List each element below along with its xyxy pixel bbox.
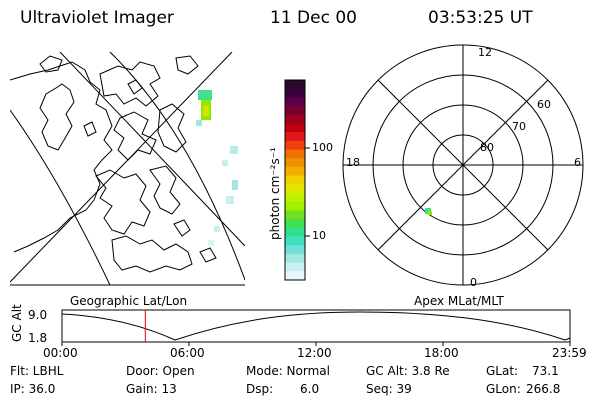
mlat-label-80: 80 [480, 141, 494, 154]
colorbar-segment [285, 114, 305, 124]
altitude-curve [61, 311, 571, 341]
orbit-x-tick-2: 12:00 [297, 346, 332, 360]
colorbar-segment [285, 123, 305, 133]
colorbar-segment [285, 245, 305, 255]
coastline [83, 121, 97, 137]
colorbar-segment [285, 97, 305, 107]
coastline [175, 55, 199, 75]
colorbar-segment [285, 219, 305, 229]
orbit-x-tick-0: 00:00 [43, 346, 78, 360]
colorbar-segment [285, 227, 305, 238]
status-dsp-value: 6.0 [300, 382, 320, 396]
mlat-label-60: 60 [537, 98, 551, 111]
status-ip: IP: 36.0 [10, 382, 56, 396]
colorbar-segment [285, 88, 305, 98]
colorbar-segment [285, 106, 305, 116]
colorbar-segment [285, 175, 305, 185]
lat-line [10, 109, 111, 285]
polar-plot-label: Apex MLat/MLT [414, 294, 504, 308]
coastline [149, 165, 181, 215]
coastline [99, 61, 161, 107]
orbit-x-tick-3: 18:00 [424, 346, 459, 360]
status-seq: Seq: 39 [366, 382, 412, 396]
colorbar-segment [285, 271, 305, 281]
orbit-x-tick-1: 06:00 [170, 346, 205, 360]
coastline [95, 169, 151, 235]
status-door: Door: Open [126, 364, 195, 378]
date-label: 11 Dec 00 [270, 8, 357, 28]
polar-aurora-emission [425, 208, 432, 215]
colorbar-segment [285, 132, 305, 142]
status-mode: Mode: Normal [246, 364, 330, 378]
colorbar-segment [285, 236, 305, 246]
colorbar-segment [285, 193, 305, 203]
coastline [39, 55, 63, 73]
geo-map-label: Geographic Lat/Lon [70, 294, 188, 308]
orbit-x-tick-4: 23:59 [552, 346, 587, 360]
colorbar-segment [285, 210, 305, 220]
orbit-ylabel: GC Alt [10, 304, 24, 342]
status-glon-value: 266.8 [526, 382, 561, 396]
coastline [113, 111, 157, 161]
status-dsp: Dsp: [246, 382, 274, 396]
colorbar-tick-10: 10 [312, 229, 326, 242]
colorbar-segment [285, 149, 305, 159]
coastline [39, 83, 75, 151]
coastline [157, 103, 187, 153]
colorbar-segment [285, 80, 305, 90]
mlt-label-18: 18 [346, 156, 360, 169]
colorbar-segment [285, 166, 305, 177]
coastline [199, 247, 217, 263]
status-filter: Flt: LBHL [10, 364, 64, 378]
status-glon: GLon: [486, 382, 521, 396]
status-glat-value: 73.1 [532, 364, 559, 378]
colorbar-segment [285, 158, 305, 168]
mlt-label-12: 12 [478, 46, 492, 59]
lat-line [109, 52, 245, 281]
colorbar-segment [285, 253, 305, 264]
colorbar-segment [285, 184, 305, 194]
app-title: Ultraviolet Imager [20, 8, 174, 28]
colorbar-tick-100: 100 [312, 141, 333, 154]
colorbar-segment [285, 201, 305, 211]
status-glat: GLat: [486, 364, 519, 378]
mlat-label-70: 70 [512, 120, 526, 133]
aurora-emission [196, 90, 238, 246]
orbit-y-top: 9.0 [28, 308, 48, 322]
coastline [111, 235, 193, 273]
status-gain: Gain: 13 [126, 382, 177, 396]
colorbar-segment [285, 262, 305, 272]
mlt-label-0: 0 [470, 276, 477, 289]
lon-line [10, 52, 233, 283]
colorbar-segment [285, 140, 305, 151]
mlt-label-6: 6 [574, 156, 581, 169]
coastline [173, 219, 191, 237]
lon-line [59, 52, 245, 247]
status-gc-alt: GC Alt: 3.8 Re [366, 364, 450, 378]
orbit-y-bottom: 1.8 [28, 331, 48, 345]
coastline [10, 61, 113, 253]
time-label: 03:53:25 UT [428, 8, 533, 28]
